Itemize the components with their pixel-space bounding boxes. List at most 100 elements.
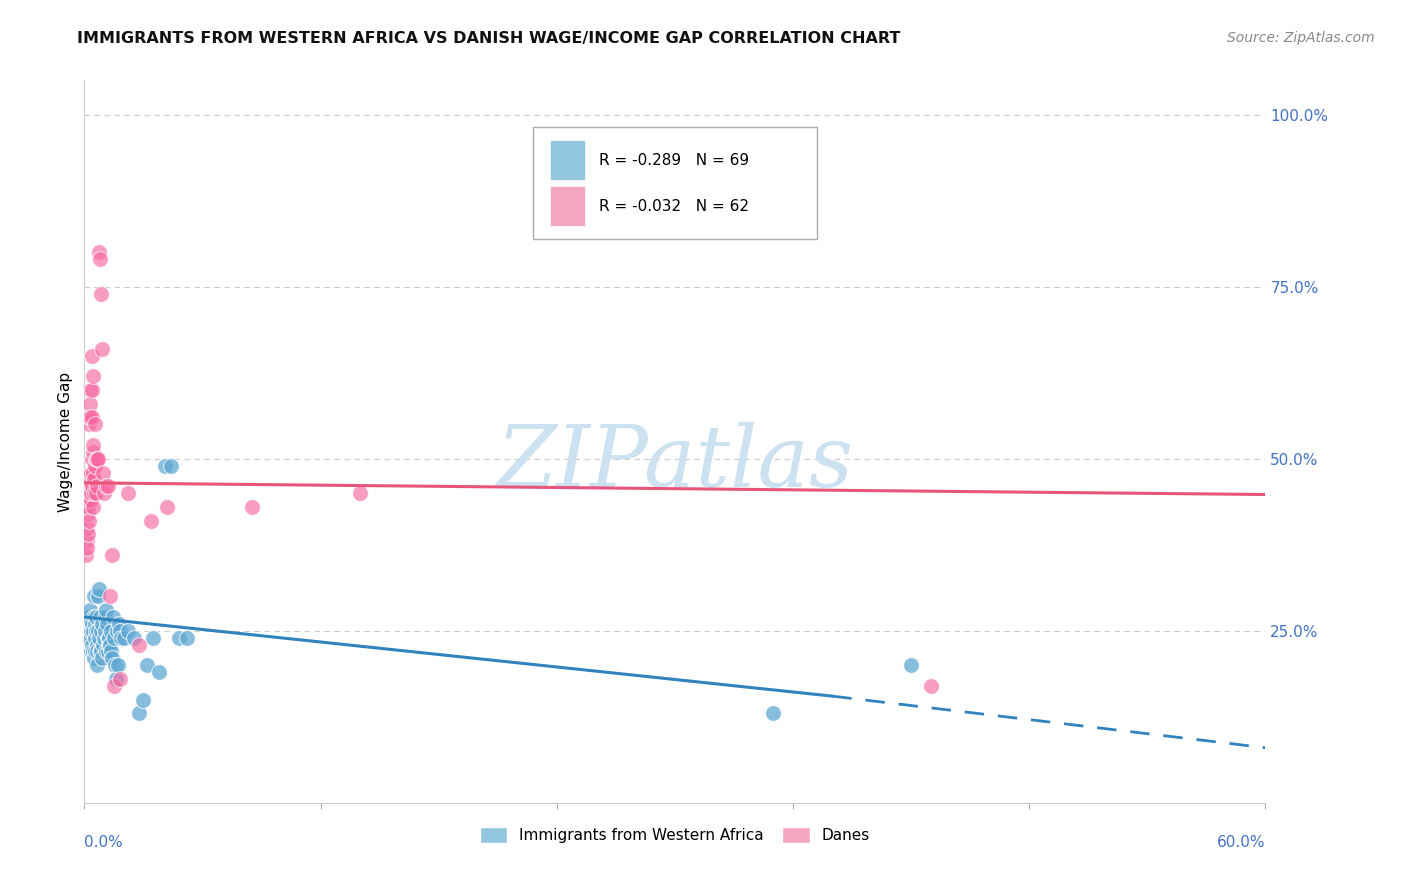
Point (104, 672, 127, 686)
Point (240, 500, 263, 514)
Point (132, 692, 155, 706)
Point (80, 466, 103, 480)
Point (87, 624, 110, 638)
Point (75, 548, 97, 562)
Point (84, 451, 107, 466)
Point (108, 672, 131, 686)
Point (87, 582, 110, 597)
Point (91, 651, 114, 665)
Point (79, 397, 101, 411)
Point (79, 603, 101, 617)
Point (76, 541, 98, 556)
Point (83, 590, 105, 604)
Point (80, 349, 103, 363)
Point (100, 624, 122, 638)
Point (84, 624, 107, 638)
Point (98, 631, 121, 645)
Point (141, 514, 163, 528)
Point (79, 486, 101, 500)
Point (80, 410, 103, 425)
Point (84, 610, 107, 624)
Point (77, 493, 100, 508)
Point (136, 658, 159, 673)
Point (91, 638, 114, 652)
Point (101, 651, 124, 665)
Point (82, 438, 104, 452)
Text: IMMIGRANTS FROM WESTERN AFRICA VS DANISH WAGE/INCOME GAP CORRELATION CHART: IMMIGRANTS FROM WESTERN AFRICA VS DANISH… (77, 31, 901, 46)
Point (82, 451, 104, 466)
Point (79, 479, 101, 493)
Point (104, 658, 127, 673)
Point (80, 624, 103, 638)
Point (97, 631, 120, 645)
Text: 60.0%: 60.0% (1218, 835, 1265, 850)
Point (900, 658, 922, 673)
Point (94, 644, 117, 658)
Point (128, 638, 150, 652)
Point (93, 624, 115, 638)
Point (153, 458, 176, 473)
Point (103, 631, 125, 645)
Text: ZIPatlas: ZIPatlas (496, 422, 853, 505)
Point (77, 486, 100, 500)
Point (86, 451, 108, 466)
Point (91, 616, 114, 631)
Point (77, 610, 100, 624)
Point (83, 610, 105, 624)
Point (87, 631, 111, 645)
Point (77, 500, 100, 514)
Point (117, 486, 139, 500)
Point (77, 507, 100, 521)
FancyBboxPatch shape (533, 128, 817, 239)
Point (97, 644, 120, 658)
Point (96, 603, 118, 617)
Point (80, 383, 103, 397)
Point (160, 458, 183, 473)
Point (79, 616, 101, 631)
Point (89, 610, 111, 624)
Point (77, 514, 100, 528)
Point (80, 638, 103, 652)
Point (82, 624, 104, 638)
Point (94, 479, 117, 493)
Point (84, 644, 107, 658)
Point (86, 479, 108, 493)
Point (79, 644, 101, 658)
Point (91, 466, 114, 480)
Point (108, 624, 131, 638)
Point (90, 286, 112, 301)
Point (79, 383, 101, 397)
Legend: Immigrants from Western Africa, Danes: Immigrants from Western Africa, Danes (474, 822, 876, 849)
Point (79, 472, 101, 486)
Point (86, 658, 108, 673)
Point (90, 624, 112, 638)
Point (86, 644, 108, 658)
Point (79, 417, 101, 432)
Point (84, 616, 107, 631)
Point (89, 252, 111, 267)
Point (80, 493, 103, 508)
Point (79, 410, 101, 425)
Point (97, 479, 120, 493)
Point (100, 644, 122, 658)
Point (98, 590, 121, 604)
Point (122, 631, 145, 645)
Point (76, 520, 98, 534)
Point (80, 486, 103, 500)
Point (82, 479, 104, 493)
Point (76, 534, 98, 549)
Point (110, 631, 132, 645)
Point (167, 631, 190, 645)
Point (762, 706, 785, 721)
Point (93, 486, 115, 500)
FancyBboxPatch shape (550, 186, 585, 227)
Point (82, 445, 104, 459)
Point (82, 466, 104, 480)
Point (86, 638, 108, 652)
Point (83, 472, 105, 486)
Point (105, 624, 128, 638)
Point (79, 631, 101, 645)
Y-axis label: Wage/Income Gap: Wage/Income Gap (58, 371, 73, 512)
Point (82, 644, 104, 658)
Point (82, 616, 104, 631)
